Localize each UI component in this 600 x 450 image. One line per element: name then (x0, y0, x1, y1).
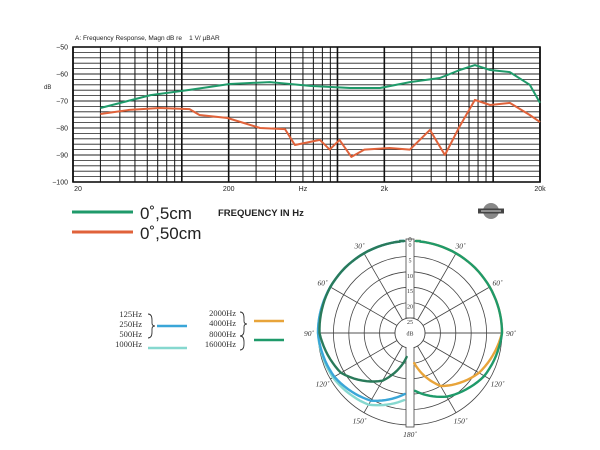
radial-unit-label: dB (406, 332, 413, 338)
polar-curve (413, 239, 504, 388)
legend-label: 16000Hz (205, 339, 236, 349)
radial-tick-label: 10 (407, 274, 413, 280)
series-line (100, 98, 541, 158)
radial-tick-label: 15 (407, 289, 413, 295)
legend: 0˚,5cm 0˚,50cm FREQUENCY IN Hz (72, 204, 304, 243)
legend-label: 1000Hz (115, 339, 142, 349)
angle-label: 60˚ (318, 279, 329, 288)
y-tick-label: −90 (56, 153, 68, 160)
legend-brace (147, 313, 156, 339)
polar-spoke (422, 286, 490, 326)
polar-spoke (417, 345, 457, 413)
y-tick-label: −100 (52, 180, 68, 187)
legend-label: 4000Hz (209, 318, 236, 328)
x-tick-label: 20k (534, 186, 546, 193)
polar-spoke (417, 253, 457, 321)
polar-curve (316, 239, 406, 403)
angle-label: 0 (408, 236, 412, 244)
angle-label: 60˚ (492, 279, 503, 288)
y-tick-label: −60 (56, 72, 68, 79)
polar-curve (413, 239, 504, 398)
legend-label: 0˚,50cm (140, 224, 201, 243)
y-axis-label: dB (44, 85, 51, 91)
polar-spoke (363, 253, 403, 321)
polar-curve (318, 239, 408, 383)
polar-pattern-chart: dB 0 5 10 15 20 25 30˚ 30˚ 60˚ 60˚ 90˚ 90˚ 120˚ 120˚ 15… (304, 236, 517, 439)
x-tick-label: Hz (299, 186, 308, 193)
angle-label: 120˚ (491, 380, 505, 389)
legend-label: 250Hz (119, 319, 142, 329)
grid (72, 46, 541, 183)
y-tick-label: −50 (56, 45, 68, 52)
y-tick-label: −70 (56, 99, 68, 106)
legend-label: 2000Hz (209, 308, 236, 318)
angle-label: 180˚ (403, 430, 417, 439)
angle-label: 150˚ (454, 416, 468, 425)
x-tick-label: 200 (223, 186, 235, 193)
legend-brace (239, 311, 248, 351)
center-gap (406, 343, 414, 351)
angle-label: 90˚ (304, 329, 315, 338)
series-lines (100, 64, 541, 158)
x-axis-label: FREQUENCY IN Hz (218, 208, 304, 219)
angle-label: 90˚ (506, 329, 517, 338)
legend-label: 0˚,5cm (140, 204, 192, 223)
plot-frame (72, 46, 541, 183)
angle-label: 30˚ (455, 242, 467, 251)
radial-tick-label: 0 (409, 243, 412, 249)
legend-label: 500Hz (119, 329, 142, 339)
polar-spoke (330, 286, 398, 326)
frequency-response-chart: A: Frequency Response, Magn dB re 1 V/ µ… (44, 35, 546, 193)
logo (478, 203, 504, 219)
radial-tick-label: 25 (407, 320, 413, 326)
x-tick-label: 20 (74, 186, 82, 193)
polar-legend: 125Hz 250Hz 500Hz 1000Hz 2000Hz 4000Hz 8… (115, 308, 284, 351)
series-line (100, 64, 541, 109)
legend-label: 8000Hz (209, 329, 236, 339)
y-tick-label: −80 (56, 126, 68, 133)
angle-label: 150˚ (353, 416, 367, 425)
axis-ticks: −50 −60 −70 −80 −90 −100 20 200 Hz 2k 20k (52, 45, 546, 194)
radial-tick-label: 5 (409, 258, 412, 264)
angle-label: 120˚ (316, 380, 330, 389)
legend-label: 125Hz (119, 309, 142, 319)
chart-title: A: Frequency Response, Magn dB re 1 V/ µ… (75, 35, 220, 42)
radial-tick-label: 20 (407, 305, 413, 311)
x-tick-label: 2k (381, 186, 389, 193)
angle-label: 30˚ (354, 242, 366, 251)
